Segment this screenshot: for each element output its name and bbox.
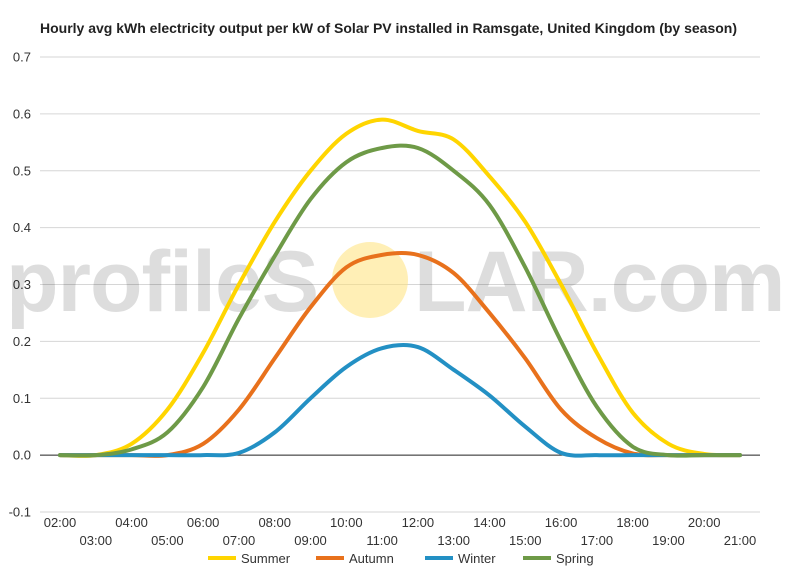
y-tick-label: 0.7 <box>13 50 31 65</box>
x-tick-label: 17:00 <box>581 533 614 548</box>
x-tick-label: 06:00 <box>187 515 220 530</box>
legend-label: Winter <box>458 551 496 566</box>
series-line-winter <box>58 342 742 458</box>
x-tick-label: 11:00 <box>366 533 398 548</box>
x-tick-label: 15:00 <box>509 533 542 548</box>
series-line-summer <box>58 117 742 458</box>
x-tick-label: 02:00 <box>44 515 77 530</box>
watermark-text-left: profileS <box>6 234 318 330</box>
x-tick-label: 04:00 <box>115 515 148 530</box>
y-tick-label: 0.1 <box>13 391 31 406</box>
x-tick-label: 19:00 <box>652 533 685 548</box>
watermark-text-right: LAR.com <box>414 234 784 330</box>
watermark-sun-icon <box>332 242 408 318</box>
x-axis-ticks: 02:00 04:00 06:00 08:00 10:00 12:00 14:00 16:00… <box>44 515 757 548</box>
y-axis-ticks: 0.7 0.6 0.5 0.4 0.3 0.2 0.1 0.0 -0.1 <box>9 50 31 520</box>
x-tick-label: 09:00 <box>294 533 327 548</box>
y-tick-label: 0.5 <box>13 163 31 178</box>
y-tick-label: 0.2 <box>13 334 31 349</box>
x-tick-label: 21:00 <box>724 533 757 548</box>
x-tick-label: 18:00 <box>616 515 649 530</box>
x-tick-label: 05:00 <box>151 533 184 548</box>
y-tick-label: -0.1 <box>9 505 31 520</box>
y-tick-label: 0.3 <box>13 277 31 292</box>
x-tick-label: 10:00 <box>330 515 363 530</box>
y-tick-label: 0.0 <box>13 448 31 463</box>
y-tick-label: 0.4 <box>13 220 31 235</box>
x-tick-label: 12:00 <box>402 515 435 530</box>
legend: Summer Autumn Winter Spring <box>208 551 594 566</box>
x-tick-label: 16:00 <box>545 515 578 530</box>
x-tick-label: 08:00 <box>258 515 291 530</box>
legend-label: Summer <box>241 551 291 566</box>
y-tick-label: 0.6 <box>13 106 31 121</box>
x-tick-label: 07:00 <box>223 533 256 548</box>
series-line-spring <box>58 143 742 458</box>
legend-label: Autumn <box>349 551 394 566</box>
x-tick-label: 13:00 <box>437 533 470 548</box>
x-tick-label: 03:00 <box>80 533 113 548</box>
x-tick-label: 20:00 <box>688 515 721 530</box>
profilesolar-watermark: profileS LAR.com <box>6 234 785 330</box>
legend-label: Spring <box>556 551 594 566</box>
x-tick-label: 14:00 <box>473 515 506 530</box>
chart-title: Hourly avg kWh electricity output per kW… <box>40 20 737 36</box>
series-lines <box>58 117 742 458</box>
